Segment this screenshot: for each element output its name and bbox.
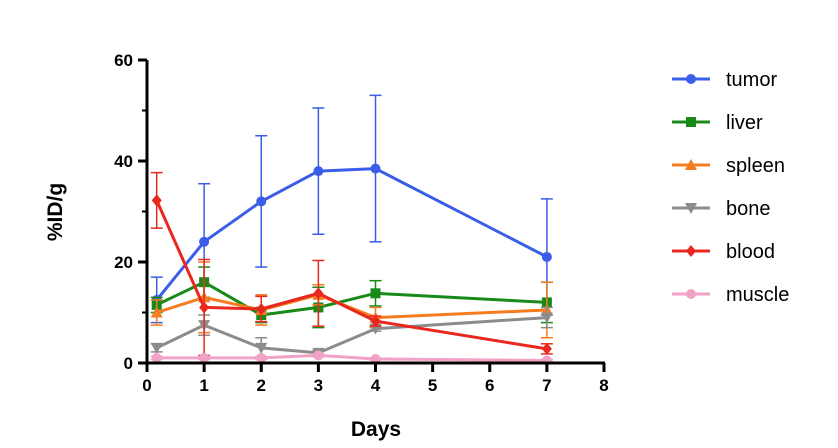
y-tick-label: 40: [114, 152, 133, 171]
legend-swatch-marker: [686, 245, 696, 257]
legend-label: muscle: [726, 284, 789, 306]
series-muscle: [150, 350, 553, 366]
legend-item-liver: liver: [672, 112, 763, 134]
tumor-point: [370, 163, 381, 174]
x-tick-label: 5: [428, 376, 437, 395]
legend-item-tumor: tumor: [672, 69, 777, 91]
blood-point: [370, 315, 381, 328]
x-tick-label: 3: [314, 376, 323, 395]
y-tick-label: 20: [114, 253, 133, 272]
series-liver: [150, 266, 553, 329]
liver-point: [370, 288, 381, 299]
blood-point: [313, 287, 324, 300]
series-blood: [150, 171, 553, 357]
tumor-point: [199, 236, 210, 247]
legend-item-spleen: spleen: [672, 155, 785, 177]
x-tick-label: 6: [485, 376, 494, 395]
y-tick-label: 0: [124, 354, 133, 373]
series-tumor: [150, 94, 553, 324]
legend: tumor liver spleen bone blood muscle: [672, 69, 789, 306]
blood-line: [155, 199, 548, 351]
bone-line: [156, 316, 547, 355]
muscle-point: [199, 352, 210, 363]
x-tick-label: 2: [257, 376, 266, 395]
bone-point: [150, 342, 163, 354]
legend-label: blood: [726, 241, 775, 263]
spleen-point: [150, 306, 163, 318]
bone-point: [540, 312, 553, 324]
tumor-point: [256, 196, 267, 207]
muscle-line: [156, 353, 547, 362]
legend-swatch-marker: [685, 159, 697, 170]
blood-point: [541, 342, 552, 355]
legend-swatch-marker: [686, 289, 696, 299]
muscle-point: [313, 350, 324, 361]
tumor-point: [541, 251, 552, 262]
x-tick-label: 0: [142, 376, 151, 395]
axes: 0 20 40 60 0 1 2 3 4 5 6 7 8: [114, 51, 609, 395]
series-bone: [150, 306, 553, 359]
tumor-point: [313, 166, 324, 177]
muscle-point: [370, 353, 381, 364]
x-tick-label: 8: [599, 376, 608, 395]
x-tick-label: 4: [371, 376, 381, 395]
legend-swatch-marker: [686, 74, 696, 84]
legend-label: liver: [726, 112, 763, 134]
x-tick-label: 7: [542, 376, 551, 395]
muscle-point: [151, 352, 162, 363]
legend-item-blood: blood: [672, 241, 775, 263]
legend-swatch-marker: [685, 203, 697, 214]
plot-area: [150, 94, 553, 366]
legend-item-bone: bone: [672, 198, 771, 220]
muscle-point: [256, 352, 267, 363]
blood-point: [151, 194, 162, 207]
y-axis-title: %ID/g: [44, 183, 67, 241]
legend-item-muscle: muscle: [672, 284, 789, 306]
legend-label: spleen: [726, 155, 785, 177]
y-tick-label: 60: [114, 51, 133, 70]
blood-point: [256, 302, 267, 315]
blood-point: [199, 301, 210, 314]
legend-label: bone: [726, 198, 771, 220]
tumor-line: [155, 167, 548, 301]
legend-swatch-marker: [686, 117, 696, 127]
x-axis-title: Days: [351, 418, 401, 441]
bone-point: [255, 342, 268, 354]
x-tick-label: 1: [199, 376, 208, 395]
legend-label: tumor: [726, 69, 777, 91]
